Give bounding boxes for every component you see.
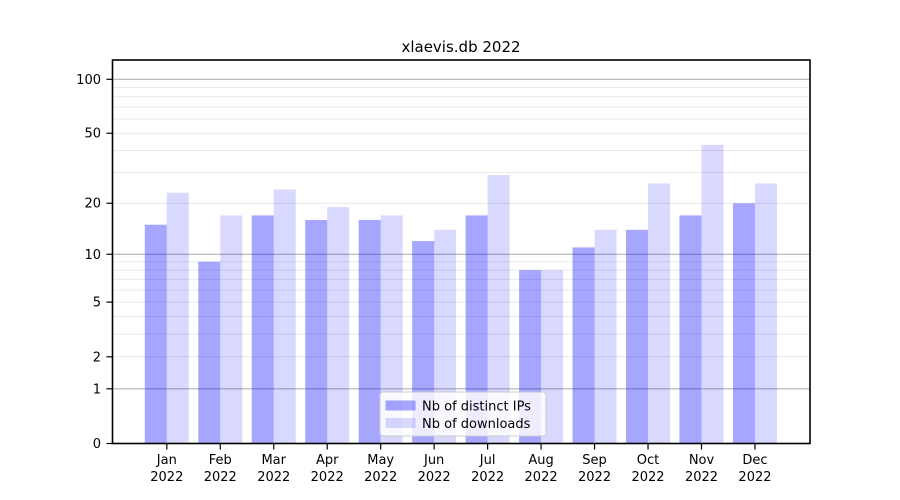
y-tick-label: 1 [93,382,101,397]
bar-downloads-sep [594,229,617,444]
x-tick-label-year: 2022 [418,470,451,485]
x-tick-label-year: 2022 [578,470,611,485]
bar-downloads-aug [541,270,564,444]
plot-border [111,59,811,445]
x-tick-label-month: Aug [528,453,553,468]
legend-label-distinct-ips: Nb of distinct IPs [422,400,531,415]
bar-downloads-oct [648,183,671,444]
y-tick-label: 2 [93,350,101,365]
y-tick-label: 5 [93,296,101,311]
bar-downloads-feb [220,215,243,444]
x-tick-label-month: Dec [742,453,767,468]
axis-ticks [106,78,756,450]
x-tick-label-year: 2022 [204,470,237,485]
x-tick-label-year: 2022 [311,470,344,485]
legend: Nb of distinct IPs Nb of downloads [379,391,547,437]
chart-title: xlaevis.db 2022 [401,38,520,56]
x-tick-label-year: 2022 [150,470,183,485]
bar-downloads-jun [434,229,457,444]
x-tick-label-year: 2022 [685,470,718,485]
bar-distinct-ips-oct [626,229,649,444]
bar-distinct-ips-jul [465,215,488,444]
x-tick-label-month: Nov [689,453,715,468]
x-tick-label-month: Apr [316,453,339,468]
bar-downloads-may [380,215,403,444]
x-tick-label-year: 2022 [364,470,397,485]
bar-distinct-ips-sep [572,247,595,444]
legend-box [379,391,547,437]
bar-downloads-dec [754,183,777,444]
bar-distinct-ips-apr [305,219,328,444]
bar-downloads-nov [701,144,724,444]
x-tick-label-month: Oct [637,453,659,468]
bar-downloads-jan [166,192,189,444]
y-tick-label: 100 [76,73,101,88]
x-tick-label-month: Feb [209,453,232,468]
bar-downloads-mar [273,189,296,444]
y-tick-label: 10 [84,248,101,263]
x-tick-label-month: Jul [479,453,496,468]
bar-distinct-ips-jan [144,224,167,444]
y-tick-label: 0 [93,437,101,452]
x-tick-label-year: 2022 [525,470,558,485]
x-tick-label-month: Mar [261,453,286,468]
bar-distinct-ips-feb [198,261,221,444]
bar-downloads-apr [327,207,350,444]
x-tick-label-year: 2022 [257,470,290,485]
bar-downloads-jul [487,175,510,444]
bar-distinct-ips-dec [732,203,755,444]
x-tick-label-year: 2022 [471,470,504,485]
y-tick-label: 20 [84,197,101,212]
bar-distinct-ips-mar [251,215,274,444]
legend-label-downloads: Nb of downloads [422,417,531,432]
axis-labels: 0 1 2 5 10 20 50 100 Jan 2022 Feb 2022 Mar 2022 Apr 202… [76,73,771,485]
y-tick-label: 50 [84,127,101,142]
legend-swatch-distinct-ips [385,400,416,411]
legend-swatch-downloads [385,418,416,428]
x-tick-label-month: Sep [582,453,607,468]
x-tick-label-year: 2022 [738,470,771,485]
bar-distinct-ips-nov [679,215,702,444]
x-tick-label-month: Jun [423,453,444,468]
bar-distinct-ips-may [358,219,381,444]
x-tick-label-year: 2022 [631,470,664,485]
x-tick-label-month: May [367,453,394,468]
gridlines [112,78,810,390]
x-tick-label-month: Jan [156,453,177,468]
